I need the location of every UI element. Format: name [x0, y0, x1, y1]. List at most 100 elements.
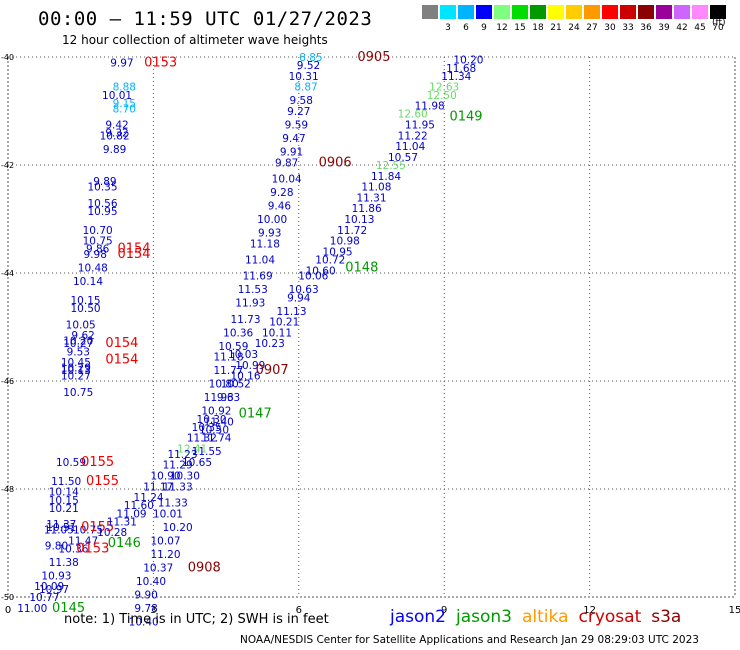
- wave-height-label: 10.63: [289, 284, 319, 296]
- y-tick-label: -40: [1, 53, 14, 62]
- wave-height-label: 10.60: [306, 265, 336, 277]
- scale-label: 18: [532, 23, 544, 33]
- wave-height-label: 10.05: [66, 319, 96, 331]
- wave-height-label: 11.22: [398, 130, 428, 142]
- y-tick-label: -48: [1, 485, 14, 494]
- scale-label: 21: [550, 23, 562, 33]
- scale-label: 36: [640, 23, 652, 33]
- footer-credit: NOAA/NESDIS Center for Satellite Applica…: [240, 634, 699, 646]
- wave-height-label: 9.98: [84, 249, 107, 261]
- wave-height-label: 9.90: [134, 589, 157, 601]
- wave-height-label: 10.14: [49, 487, 79, 499]
- chart-title: 00:00 – 11:59 UTC 01/27/2023: [38, 8, 373, 30]
- wave-height-label: 10.06: [298, 271, 328, 283]
- wave-height-label: 9.27: [287, 106, 310, 118]
- scale-label: 39: [658, 23, 670, 33]
- y-tick-label: -42: [1, 161, 14, 170]
- x-tick-label: 12: [583, 605, 596, 616]
- wave-height-label: 9.97: [110, 57, 133, 69]
- wave-height-label: 11.77: [213, 365, 243, 377]
- x-tick-label: 15: [729, 605, 740, 616]
- wave-height-label: 10.40: [136, 576, 166, 588]
- wave-height-label: 10.16: [230, 371, 260, 383]
- wave-height-label: 10.31: [289, 71, 319, 83]
- scale-swatch: [422, 5, 438, 19]
- pass-id-label: 0154: [117, 242, 150, 257]
- wave-height-label: 9.86: [86, 244, 110, 256]
- pass-id-label: 0153: [76, 541, 109, 556]
- wave-height-label: 10.01: [153, 508, 183, 520]
- wave-height-label: 10.50: [199, 425, 229, 437]
- pass-id-label: 0148: [345, 261, 378, 276]
- satellite-legend: jason2 jason3 altika cryosat s3a: [390, 607, 691, 627]
- wave-height-label: 10.52: [221, 379, 251, 391]
- wave-height-label: 11.60: [124, 500, 154, 512]
- wave-height-label: 9.15: [113, 98, 136, 110]
- scale-label: 70: [712, 23, 724, 33]
- x-tick-label: 9: [441, 605, 447, 616]
- wave-height-label: 11.31: [356, 192, 386, 204]
- wave-height-label: 10.30: [197, 414, 227, 426]
- wave-height-label: 10.75: [83, 236, 113, 248]
- wave-height-label: 9.47: [282, 133, 305, 145]
- wave-height-label: 10.77: [29, 592, 59, 604]
- wave-height-label: 9.62: [71, 330, 94, 342]
- wave-height-label: 11.05: [44, 525, 74, 537]
- x-tick-label: 6: [296, 605, 302, 616]
- wave-height-label: 10.04: [272, 174, 302, 186]
- wave-height-label: 9.93: [258, 228, 281, 240]
- wave-height-label: 11.34: [441, 71, 471, 83]
- pass-id-label: 0155: [86, 474, 119, 489]
- pass-id-label: 0154: [105, 352, 138, 367]
- scale-label: 42: [676, 23, 688, 33]
- wave-height-label: 10.27: [63, 338, 93, 350]
- wave-height-label: 11.18: [250, 238, 280, 250]
- footer-note: note: 1) Time is in UTC; 2) SWH is in fe…: [64, 612, 329, 627]
- wave-height-label: 10.03: [228, 349, 258, 361]
- x-tick-label: 3: [150, 605, 156, 616]
- scale-label: 33: [622, 23, 634, 33]
- scale-swatch: [494, 5, 510, 19]
- scale-swatch: [566, 5, 582, 19]
- wave-height-label: 11.68: [446, 63, 476, 75]
- wave-height-label: 10.13: [61, 365, 91, 377]
- wave-height-label: 10.14: [73, 276, 103, 288]
- wave-height-label: 8.70: [113, 103, 136, 115]
- wave-height-label: 10.93: [41, 570, 71, 582]
- scale-swatch: [476, 5, 492, 19]
- pass-id-label: 0907: [256, 363, 289, 378]
- scale-swatch: [674, 5, 690, 19]
- wave-height-label: 10.72: [315, 255, 345, 267]
- wave-height-label: 11.47: [68, 535, 98, 547]
- wave-height-label: 10.20: [163, 522, 193, 534]
- wave-height-label: 11.86: [352, 203, 382, 215]
- wave-height-label: 12.60: [398, 109, 428, 121]
- wave-height-label: 11.38: [49, 557, 79, 569]
- wave-height-label: 11.98: [415, 101, 445, 113]
- wave-height-label: 10.48: [78, 263, 108, 275]
- scale-swatch: [656, 5, 672, 19]
- pass-id-label: 0154: [117, 247, 150, 262]
- scale-swatch: [602, 5, 618, 19]
- scale-label: 12: [496, 23, 508, 33]
- wave-height-label: 10.82: [100, 130, 130, 142]
- pass-id-label: 0154: [105, 336, 138, 351]
- wave-height-label: 10.90: [150, 471, 180, 483]
- wave-height-label: 10.92: [201, 406, 231, 418]
- wave-height-label: 10.28: [97, 527, 127, 539]
- wave-height-label: 10.98: [330, 236, 360, 248]
- wave-height-label: 10.45: [61, 357, 91, 369]
- wave-height-label: 11.40: [204, 417, 234, 429]
- wave-height-label: 11.08: [361, 182, 391, 194]
- wave-height-label: 8.85: [299, 52, 322, 64]
- scale-swatch: [692, 5, 708, 19]
- wave-height-label: 11.95: [405, 120, 435, 132]
- pass-id-label: 0153: [144, 55, 177, 70]
- wave-height-label: 11.29: [163, 460, 193, 472]
- y-tick-label: -50: [1, 593, 14, 602]
- wave-height-label: 10.97: [39, 584, 69, 596]
- wave-height-label: 9.89: [93, 176, 116, 188]
- scale-label: 45: [694, 23, 706, 33]
